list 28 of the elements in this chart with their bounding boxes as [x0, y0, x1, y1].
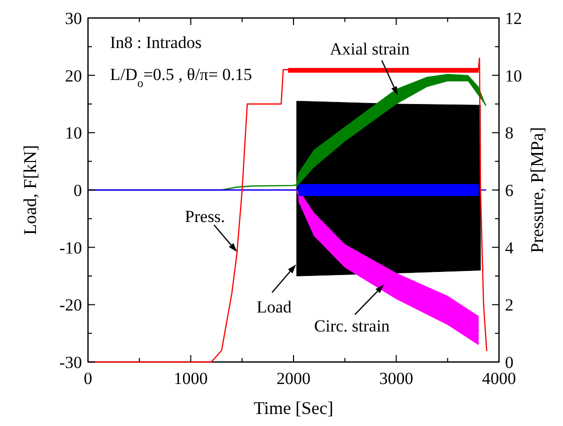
- annotation: Axial strain: [330, 39, 410, 58]
- annotation: In8 : Intrados: [110, 33, 202, 52]
- y2-tick-label: 0: [505, 353, 514, 372]
- y2-tick-label: 2: [505, 296, 514, 315]
- y2-tick-label: 6: [505, 181, 514, 200]
- y-tick-label: -10: [59, 238, 82, 258]
- y2-axis-title: Pressure, P[MPa]: [527, 127, 547, 253]
- y-tick-label: 20: [65, 66, 82, 86]
- y2-tick-label: 8: [505, 124, 514, 143]
- y-tick-label: 0: [74, 181, 82, 200]
- annotation: Circ. strain: [314, 316, 390, 336]
- x-tick-label: 2000: [276, 369, 310, 388]
- x-tick-label: 4000: [482, 369, 516, 388]
- y2-tick-label: 4: [505, 238, 514, 258]
- y2-tick-label: 10: [505, 66, 522, 86]
- annotation: Press.: [184, 206, 226, 226]
- y-tick-label: -30: [59, 353, 82, 372]
- annotation: Load: [256, 298, 292, 317]
- y2-tick-label: 12: [505, 9, 522, 28]
- x-tick-label: 3000: [379, 369, 414, 388]
- x-tick-label: 1000: [174, 369, 208, 388]
- x-axis-title: Time [Sec]: [254, 398, 334, 418]
- line-series: [87, 58, 488, 363]
- y-tick-label: 10: [65, 124, 82, 143]
- y-axis-title: Load, F[kN]: [20, 145, 40, 235]
- y-tick-label: 30: [65, 9, 82, 28]
- annotation: L/D$_{o}$=0.5 , θ/π= 0.15: [110, 65, 252, 90]
- y-tick-label: -20: [59, 296, 82, 315]
